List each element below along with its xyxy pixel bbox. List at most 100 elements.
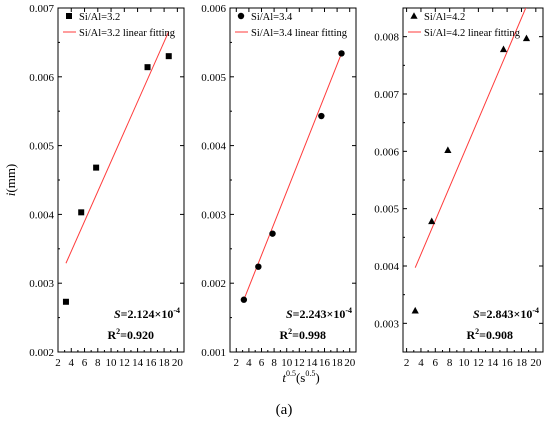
slope-value: =2.843×10 xyxy=(480,307,533,321)
slope-exponent: -4 xyxy=(173,306,180,315)
x-tick-label: 20 xyxy=(172,357,184,369)
y-tick-label: 0.004 xyxy=(201,141,226,153)
data-point xyxy=(93,164,100,171)
figure-caption: (a) xyxy=(276,402,293,418)
x-tick-label: 10 xyxy=(459,357,471,369)
x-tick-label: 16 xyxy=(145,357,157,369)
x-tick-label: 18 xyxy=(332,357,344,369)
r2-annotation: R2=0.998 xyxy=(279,327,326,342)
y-tick-label: 0.006 xyxy=(201,3,226,15)
r2-annotation: R2=0.920 xyxy=(107,327,154,342)
r2-superscript: 2 xyxy=(288,327,292,336)
x-tick-label: 16 xyxy=(502,357,514,369)
y-tick-label: 0.006 xyxy=(374,146,399,158)
x-axis-label-unit: (s xyxy=(296,370,305,385)
slope-annotation: S=2.843×10-4 xyxy=(473,306,539,321)
data-point xyxy=(338,50,345,57)
chart-panels: 2 4 6 8 10 12 14 16 18 200.0020.0030.0040.0050.00… xyxy=(29,3,544,369)
y-tick-label: 0.003 xyxy=(29,278,54,290)
slope-annotation: S=2.124×10-4 xyxy=(114,306,180,321)
plot-frame xyxy=(229,7,357,353)
slope-exponent: -4 xyxy=(345,306,352,315)
slope-value: =2.124×10 xyxy=(121,307,174,321)
x-axis-label-exponent: 0.5 xyxy=(286,369,296,378)
y-axis-label-symbol: i xyxy=(3,192,18,196)
data-point xyxy=(62,298,69,305)
plot-frame xyxy=(402,7,544,353)
plot-frame xyxy=(57,7,185,353)
data-point xyxy=(78,209,85,216)
r2-value: =0.998 xyxy=(292,328,326,342)
data-point xyxy=(499,45,508,53)
y-tick-label: 0.002 xyxy=(201,278,226,290)
x-tick-label: 6 xyxy=(259,357,265,369)
r2-superscript: 2 xyxy=(475,327,479,336)
fit-line xyxy=(243,53,342,300)
chart-panel-3: 2 4 6 8 10 12 14 16 18 200.0030.0040.0050.0060.00… xyxy=(374,7,544,369)
y-tick-label: 0.004 xyxy=(374,261,399,273)
x-tick-label: 12 xyxy=(119,357,130,369)
legend-marker xyxy=(410,12,418,19)
x-tick-label: 20 xyxy=(530,357,542,369)
data-point xyxy=(240,296,248,303)
y-tick-label: 0.007 xyxy=(29,3,54,15)
y-tick-label: 0.003 xyxy=(201,209,226,221)
data-point xyxy=(411,306,419,314)
slope-exponent: -4 xyxy=(532,306,539,315)
data-point xyxy=(444,146,452,153)
y-tick-label: 0.008 xyxy=(374,32,399,44)
x-tick-label: 20 xyxy=(344,357,356,369)
fit-line xyxy=(65,31,170,264)
y-axis-label-unit: (mm) xyxy=(3,164,18,193)
chart-panel-2: 2 4 6 8 10 12 14 16 18 200.0010.0020.0030.0040.00… xyxy=(201,3,357,369)
r2-superscript: 2 xyxy=(116,327,120,336)
x-tick-label: 8 xyxy=(271,357,277,369)
x-tick-label: 6 xyxy=(433,357,439,369)
slope-symbol: S xyxy=(473,307,480,321)
r2-symbol: R xyxy=(466,328,475,342)
slope-value: =2.243×10 xyxy=(293,307,346,321)
data-point xyxy=(318,112,325,120)
r2-annotation: R2=0.908 xyxy=(466,327,513,342)
r2-value: =0.908 xyxy=(479,328,513,342)
x-tick-label: 12 xyxy=(473,357,484,369)
x-tick-label: 16 xyxy=(319,357,331,369)
x-tick-label: 2 xyxy=(404,357,410,369)
legend-series-label: Si/Al=3.4 xyxy=(251,12,293,23)
y-tick-label: 0.007 xyxy=(374,89,399,101)
legend-marker xyxy=(237,12,245,20)
x-tick-label: 12 xyxy=(294,357,305,369)
r2-symbol: R xyxy=(107,328,116,342)
y-tick-label: 0.006 xyxy=(29,72,54,84)
y-tick-label: 0.004 xyxy=(29,209,54,221)
x-tick-label: 4 xyxy=(418,357,424,369)
slope-symbol: S xyxy=(286,307,293,321)
slope-symbol: S xyxy=(114,307,121,321)
slope-annotation: S=2.243×10-4 xyxy=(286,306,352,321)
x-tick-label: 2 xyxy=(55,357,61,369)
data-point xyxy=(522,34,531,42)
x-tick-label: 4 xyxy=(246,357,252,369)
legend-series-label: Si/Al=3.2 xyxy=(79,12,120,23)
fit-line xyxy=(414,8,527,268)
data-point xyxy=(255,263,262,270)
data-point xyxy=(269,230,276,237)
y-tick-label: 0.005 xyxy=(29,141,54,153)
r2-value: =0.920 xyxy=(120,328,154,342)
y-tick-label: 0.005 xyxy=(201,72,226,84)
x-axis-label-unit-exponent: 0.5 xyxy=(305,369,315,378)
x-tick-label: 18 xyxy=(516,357,528,369)
x-tick-label: 2 xyxy=(234,357,240,369)
x-tick-label: 18 xyxy=(159,357,171,369)
x-tick-label: 14 xyxy=(306,357,318,369)
x-axis-label-symbol: t xyxy=(282,370,286,385)
x-tick-label: 10 xyxy=(281,357,293,369)
x-tick-label: 4 xyxy=(69,357,75,369)
y-axis-label: i(mm) xyxy=(3,164,18,197)
x-tick-label: 6 xyxy=(82,357,88,369)
x-tick-label: 10 xyxy=(106,357,118,369)
data-point xyxy=(144,64,151,71)
y-tick-label: 0.002 xyxy=(29,347,54,359)
chart-panel-1: 2 4 6 8 10 12 14 16 18 200.0020.0030.0040.0050.00… xyxy=(29,3,185,369)
